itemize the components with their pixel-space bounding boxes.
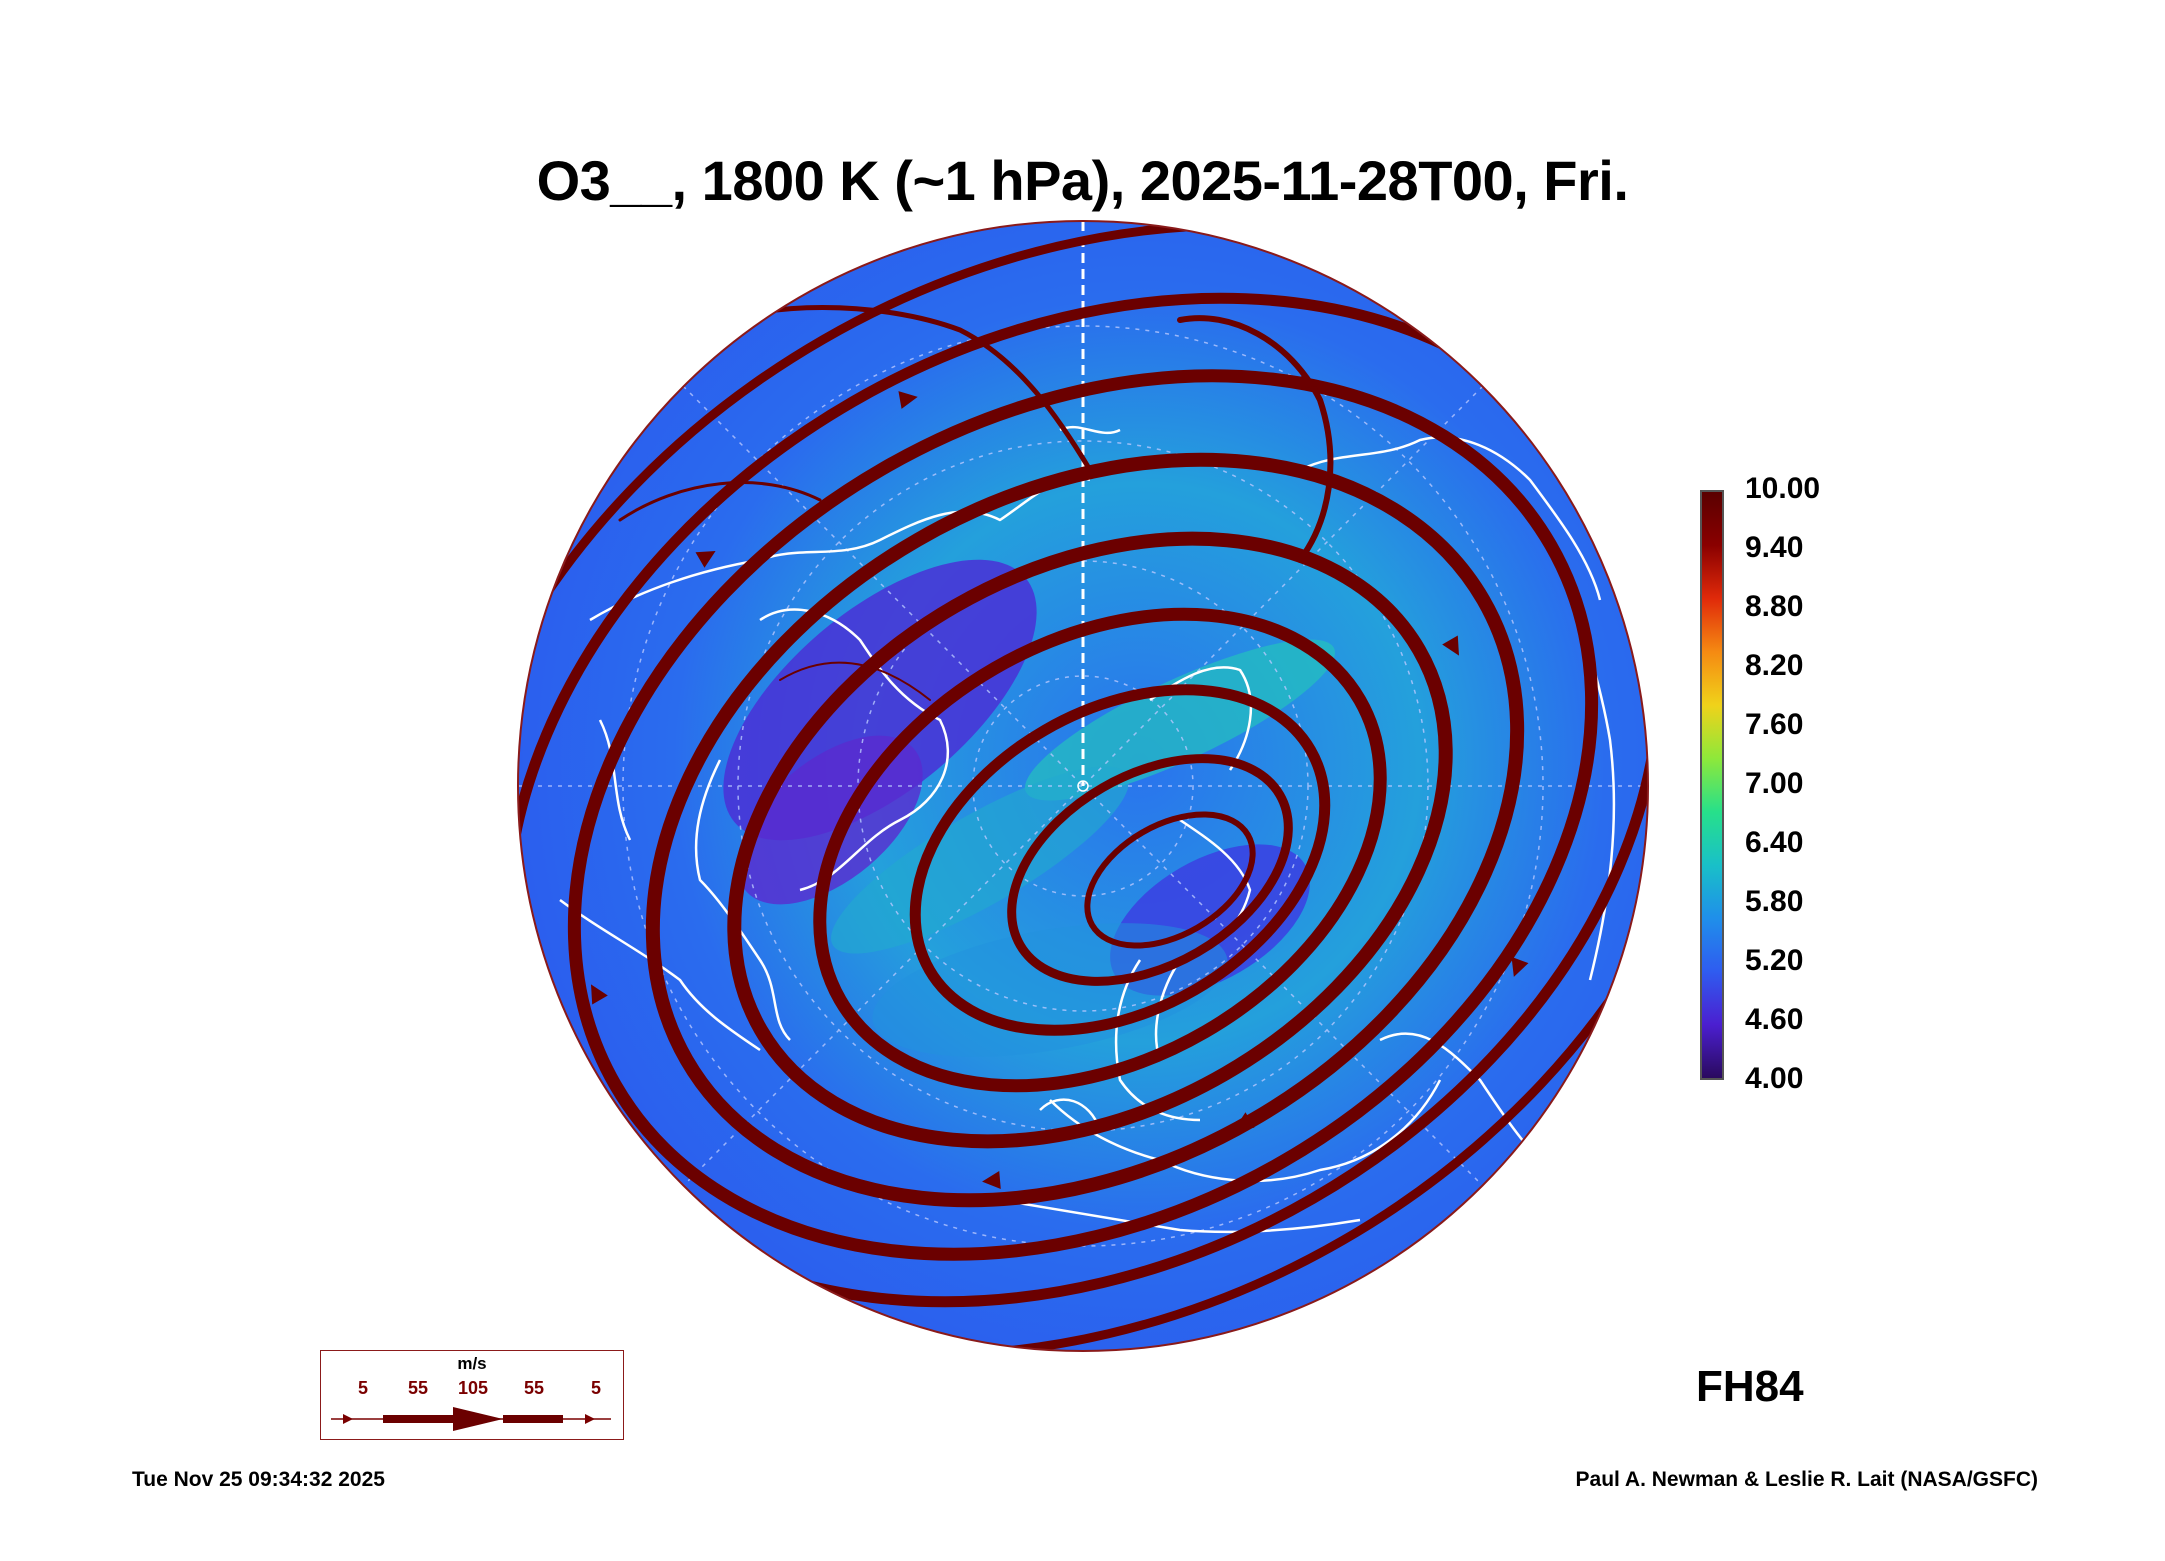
colorbar-tick-label: 7.00 xyxy=(1745,767,1804,800)
globe-outline xyxy=(517,220,1649,1352)
wind-legend-speed: 55 xyxy=(407,1378,429,1398)
colorbar-tick-label: 7.60 xyxy=(1745,708,1804,741)
colorbar-tick-label: 4.60 xyxy=(1745,1003,1804,1036)
colorbar-tick-label: 9.40 xyxy=(1745,531,1804,564)
chart-title: O3__, 1800 K (~1 hPa), 2025-11-28T00, Fr… xyxy=(536,149,1629,212)
wind-legend-unit: m/s xyxy=(457,1354,487,1373)
wind-legend-speed: 105 xyxy=(457,1378,489,1398)
credit-line: Paul A. Newman & Leslie R. Lait (NASA/GS… xyxy=(1575,1468,2038,1491)
forecast-hour: FH84 xyxy=(1696,1362,1804,1411)
ozone-colorbar xyxy=(1700,490,1724,1080)
high-ozone-band xyxy=(831,766,1129,954)
wind-speed-legend: m/s 5 55 105 55 5 xyxy=(320,1350,624,1440)
colorbar-tick-label: 5.20 xyxy=(1745,944,1804,977)
colorbar-tick-label: 6.40 xyxy=(1745,826,1804,859)
colorbar-tick-label: 4.00 xyxy=(1745,1062,1804,1095)
mid-ozone-band xyxy=(872,923,1228,1057)
streamline-arrows xyxy=(591,371,1529,1189)
wind-legend-speed: 5 xyxy=(357,1378,369,1398)
generated-timestamp: Tue Nov 25 09:34:32 2025 xyxy=(132,1468,385,1491)
coastlines xyxy=(559,425,1616,1234)
north-pole-marker xyxy=(1077,780,1089,792)
colorbar-tick-label: 8.80 xyxy=(1745,590,1804,623)
wind-legend-arrow xyxy=(331,1407,611,1431)
colorbar-tick-label: 10.00 xyxy=(1745,472,1821,505)
high-ozone-band xyxy=(1025,639,1335,801)
colorbar-tick-label: 8.20 xyxy=(1745,649,1804,682)
wind-legend-speed: 55 xyxy=(523,1378,545,1398)
wind-legend-speed: 5 xyxy=(590,1378,602,1398)
colorbar-tick-label: 5.80 xyxy=(1745,885,1804,918)
